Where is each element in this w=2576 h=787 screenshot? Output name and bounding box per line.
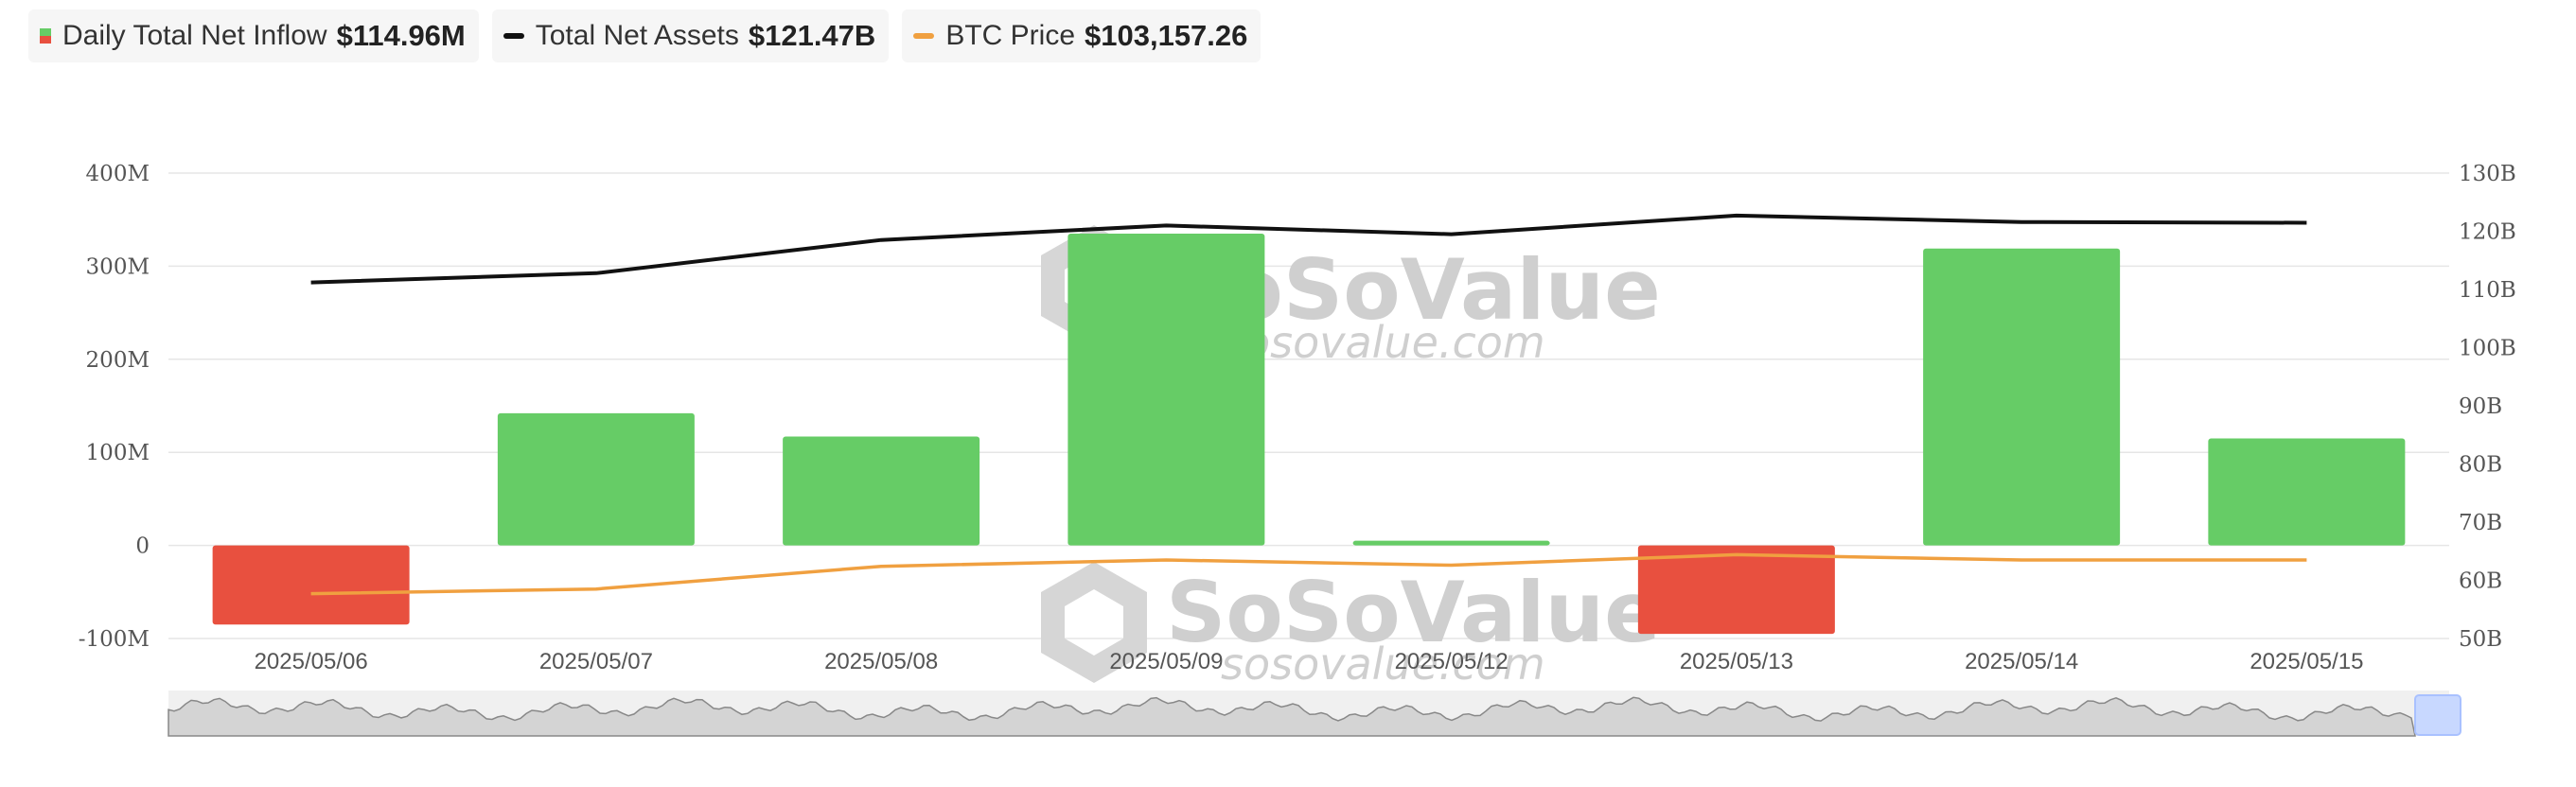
x-tick-label: 2025/05/15 xyxy=(2250,649,2363,674)
y-left-tick-label: 0 xyxy=(135,534,150,559)
y-right-tick-label: 120B xyxy=(2459,220,2516,245)
x-tick-label: 2025/05/14 xyxy=(1965,649,2078,674)
lines-layer xyxy=(310,213,2307,596)
y-left-tick-label: 200M xyxy=(86,348,150,373)
y-left-tick-label: -100M xyxy=(79,627,150,652)
legend-label-btc: BTC Price xyxy=(945,20,1075,51)
y-right-tick-label: 130B xyxy=(2459,162,2516,186)
btc-swatch-icon xyxy=(913,33,935,39)
bars-layer xyxy=(212,233,2406,635)
inflow-bar[interactable] xyxy=(1067,233,1265,546)
inflow-bar[interactable] xyxy=(1352,540,1550,546)
x-tick-label: 2025/05/13 xyxy=(1680,649,1793,674)
inflow-bar[interactable] xyxy=(212,545,410,625)
inflow-swatch-icon xyxy=(40,28,51,44)
watermark-site-bottom: sosovalue.com xyxy=(1221,638,1545,690)
y-left-tick-label: 100M xyxy=(86,441,150,465)
y-right-tick-label: 110B xyxy=(2459,278,2516,303)
btc-line[interactable] xyxy=(310,552,2307,596)
y-right-tick-label: 90B xyxy=(2459,394,2502,419)
y-left-tick-label: 400M xyxy=(86,162,150,186)
watermark-site-top: sosovalue.com xyxy=(1221,317,1545,368)
x-tick-label: 2025/05/07 xyxy=(539,649,653,674)
navigator-range-handle[interactable] xyxy=(2414,694,2461,736)
navigator-series xyxy=(168,696,2416,737)
assets-line[interactable] xyxy=(310,213,2307,285)
y-right-tick-label: 70B xyxy=(2459,511,2502,535)
navigator[interactable] xyxy=(168,691,2461,737)
inflow-bar[interactable] xyxy=(2208,438,2406,546)
inflow-bar[interactable] xyxy=(1637,545,1835,635)
legend-item-btc[interactable]: BTC Price $103,157.26 xyxy=(902,9,1262,62)
y-right-tick-label: 60B xyxy=(2459,569,2502,594)
inflow-bar[interactable] xyxy=(1923,248,2121,546)
legend-item-inflow[interactable]: Daily Total Net Inflow $114.96M xyxy=(28,9,479,62)
y-right-tick-label: 80B xyxy=(2459,453,2502,478)
y-right-tick-label: 50B xyxy=(2459,627,2502,652)
inflow-swatch-negative xyxy=(40,36,51,44)
legend-value-assets: $121.47B xyxy=(748,19,876,52)
inflow-bar[interactable] xyxy=(497,412,695,546)
watermark-brand-bottom: SoSoValue xyxy=(1166,564,1661,661)
legend-value-inflow: $114.96M xyxy=(336,19,466,52)
inflow-swatch-positive xyxy=(40,28,51,36)
inflow-bar[interactable] xyxy=(783,436,980,546)
assets-swatch-icon xyxy=(503,33,524,39)
watermark-bottom: SoSoValue sosovalue.com xyxy=(1041,562,1661,690)
axis-layer: 400M 300M 200M 100M 0 -100M 130B 120B 110B 100B 90… xyxy=(79,162,2516,674)
watermark-logo-icon-2 xyxy=(1041,562,1147,683)
legend-value-btc: $103,157.26 xyxy=(1085,19,1248,52)
x-tick-label: 2025/05/12 xyxy=(1395,649,1509,674)
legend-item-assets[interactable]: Total Net Assets $121.47B xyxy=(491,9,890,62)
legend-label-inflow: Daily Total Net Inflow xyxy=(62,20,327,51)
legend: Daily Total Net Inflow $114.96M Total Ne… xyxy=(28,9,1262,62)
y-left-tick-label: 300M xyxy=(86,254,150,279)
x-tick-label: 2025/05/09 xyxy=(1109,649,1223,674)
y-right-tick-label: 100B xyxy=(2459,337,2516,361)
x-tick-label: 2025/05/08 xyxy=(824,649,938,674)
x-tick-label: 2025/05/06 xyxy=(255,649,368,674)
legend-label-assets: Total Net Assets xyxy=(535,20,739,51)
